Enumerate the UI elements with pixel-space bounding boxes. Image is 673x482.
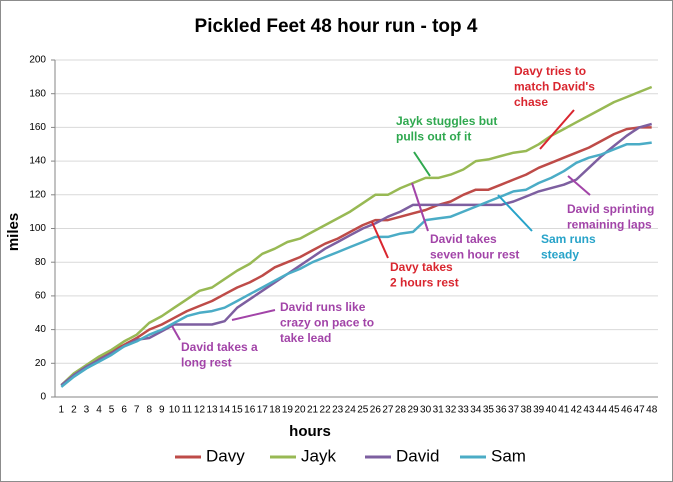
x-tick-label: 26 — [370, 405, 382, 416]
annotation-text: Davy takes — [390, 260, 453, 274]
legend-label: David — [396, 446, 439, 465]
legend-label: Sam — [491, 446, 526, 465]
x-tick-label: 20 — [294, 405, 306, 416]
annotation-text: seven hour rest — [430, 248, 519, 262]
chart-title: Pickled Feet 48 hour run - top 4 — [195, 16, 478, 37]
y-tick-label: 80 — [35, 257, 47, 268]
annotation-arrow — [371, 221, 389, 259]
annotation-arrow — [411, 182, 429, 232]
y-tick-label: 180 — [29, 88, 46, 99]
x-tick-label: 42 — [571, 405, 583, 416]
x-tick-label: 15 — [232, 405, 244, 416]
annotation-text: match David's — [514, 80, 595, 94]
x-tick-label: 41 — [558, 405, 570, 416]
x-tick-label: 12 — [194, 405, 206, 416]
y-tick-label: 160 — [29, 122, 46, 133]
y-tick-label: 40 — [35, 324, 47, 335]
x-tick-label: 46 — [621, 405, 633, 416]
y-tick-label: 60 — [35, 291, 47, 302]
x-tick-label: 34 — [470, 405, 482, 416]
x-tick-label: 17 — [257, 405, 269, 416]
x-tick-label: 28 — [395, 405, 407, 416]
x-tick-label: 16 — [244, 405, 256, 416]
x-tick-label: 48 — [646, 405, 658, 416]
annotation-text: Sam runs — [541, 232, 596, 246]
x-tick-label: 1 — [59, 405, 65, 416]
series-line — [60, 122, 653, 387]
annotation-text: David takes a — [181, 340, 258, 354]
y-tick-label: 0 — [40, 392, 46, 403]
y-tick-label: 20 — [35, 358, 47, 369]
y-axis-label: miles — [5, 213, 22, 251]
annotation-text: take lead — [280, 331, 331, 345]
x-tick-label: 38 — [521, 405, 533, 416]
x-tick-label: 25 — [357, 405, 369, 416]
series-line — [60, 141, 652, 388]
annotation-arrow — [539, 109, 575, 150]
x-tick-label: 3 — [84, 405, 90, 416]
y-tick-label: 140 — [29, 156, 46, 167]
x-tick-label: 24 — [345, 405, 357, 416]
x-tick-label: 5 — [109, 405, 115, 416]
annotation-text: long rest — [181, 356, 232, 370]
annotation-text: Davy tries to — [514, 64, 586, 78]
annotation-text: chase — [514, 95, 548, 109]
series-line — [60, 126, 652, 387]
x-tick-label: 30 — [420, 405, 432, 416]
annotation-text: David runs like — [280, 300, 366, 314]
x-tick-label: 13 — [206, 405, 218, 416]
legend-label: Jayk — [301, 446, 336, 465]
x-tick-label: 14 — [219, 405, 231, 416]
x-tick-label: 43 — [583, 405, 595, 416]
y-tick-label: 120 — [29, 189, 46, 200]
annotation-arrow — [567, 175, 591, 196]
x-tick-label: 31 — [433, 405, 445, 416]
legend-label: Davy — [206, 446, 245, 465]
annotation-text: 2 hours rest — [390, 276, 459, 290]
annotation-text: David sprinting — [567, 202, 654, 216]
y-tick-label: 100 — [29, 223, 46, 234]
x-tick-label: 22 — [320, 405, 332, 416]
x-tick-label: 39 — [533, 405, 545, 416]
x-tick-label: 8 — [146, 405, 152, 416]
x-tick-label: 27 — [382, 405, 394, 416]
x-tick-label: 2 — [71, 405, 77, 416]
x-tick-label: 23 — [332, 405, 344, 416]
x-axis-label: hours — [289, 423, 331, 440]
x-tick-label: 47 — [634, 405, 646, 416]
annotation-text: crazy on pace to — [280, 316, 374, 330]
annotation-arrow — [231, 309, 276, 321]
x-tick-label: 37 — [508, 405, 520, 416]
x-tick-label: 21 — [307, 405, 319, 416]
annotation-arrow — [171, 325, 181, 341]
y-tick-label: 200 — [29, 55, 46, 66]
x-tick-label: 10 — [169, 405, 181, 416]
x-tick-label: 36 — [495, 405, 507, 416]
annotation-text: remaining laps — [567, 218, 652, 232]
annotation-text: steady — [541, 248, 579, 262]
annotation-arrow — [497, 194, 533, 232]
x-tick-label: 18 — [269, 405, 281, 416]
x-tick-label: 29 — [407, 405, 419, 416]
x-tick-label: 7 — [134, 405, 140, 416]
x-tick-label: 19 — [282, 405, 294, 416]
x-tick-label: 11 — [182, 405, 193, 416]
annotation-text: pulls out of it — [396, 130, 471, 144]
annotation-text: David takes — [430, 232, 497, 246]
x-tick-label: 40 — [546, 405, 558, 416]
annotation-arrow — [413, 151, 431, 177]
x-tick-label: 32 — [445, 405, 457, 416]
x-tick-label: 35 — [483, 405, 495, 416]
x-tick-label: 44 — [596, 405, 608, 416]
x-tick-label: 45 — [608, 405, 620, 416]
x-tick-label: 6 — [121, 405, 127, 416]
x-tick-label: 4 — [96, 405, 102, 416]
annotation-text: Jayk stuggles but — [396, 114, 497, 128]
x-tick-label: 9 — [159, 405, 165, 416]
x-tick-label: 33 — [458, 405, 470, 416]
